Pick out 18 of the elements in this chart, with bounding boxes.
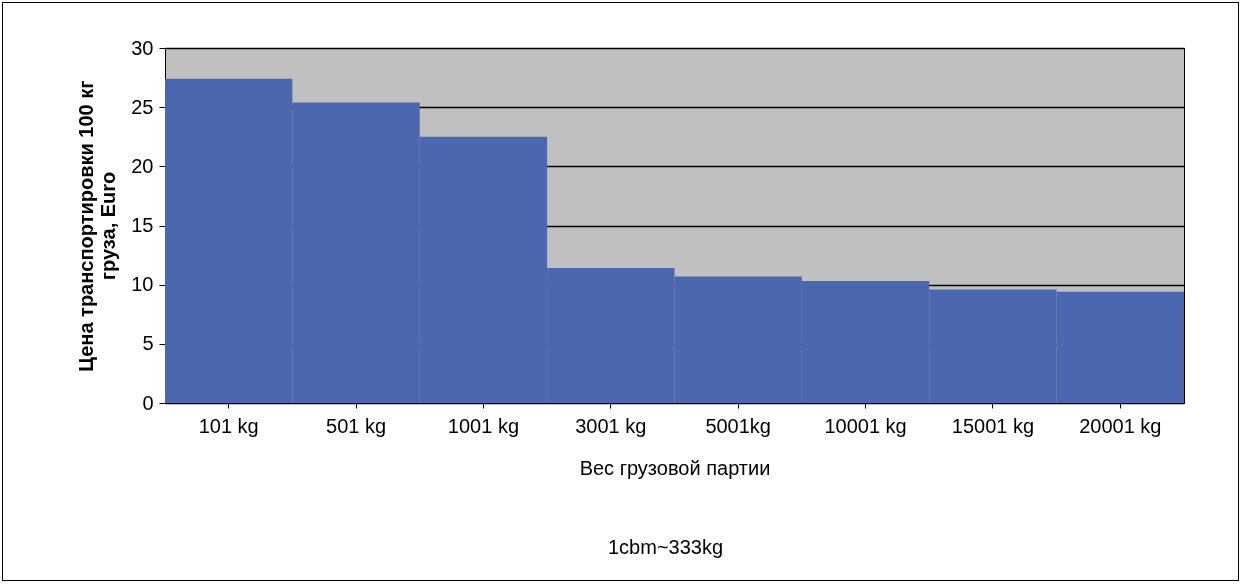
x-tick-label: 15001 kg bbox=[951, 414, 1035, 437]
x-tick-label: 3001 kg bbox=[575, 414, 647, 437]
y-tick-label: 10 bbox=[131, 273, 154, 296]
x-tick-label: 20001 kg bbox=[1079, 414, 1162, 437]
x-tick-label: 101 kg bbox=[198, 414, 259, 437]
y-tick-label: 30 bbox=[131, 36, 154, 59]
y-tick-label: 0 bbox=[142, 391, 154, 414]
x-tick-label: 5001kg bbox=[705, 414, 771, 437]
y-tick-label: 5 bbox=[142, 332, 154, 355]
x-tick-label: 1001 kg bbox=[447, 414, 520, 437]
y-axis-title: Цена транспортировки 100 кг груза, Euro bbox=[75, 80, 120, 372]
y-tick-label: 25 bbox=[131, 95, 154, 118]
x-tick-label: 10001 kg bbox=[824, 414, 907, 437]
y-tick-label: 20 bbox=[131, 154, 154, 177]
x-axis-title: Вес грузовой партии bbox=[579, 456, 771, 479]
text: 1cbm~333kg bbox=[607, 536, 724, 558]
x-tick-label: 501 kg bbox=[326, 414, 387, 437]
y-tick-label: 15 bbox=[131, 214, 154, 236]
